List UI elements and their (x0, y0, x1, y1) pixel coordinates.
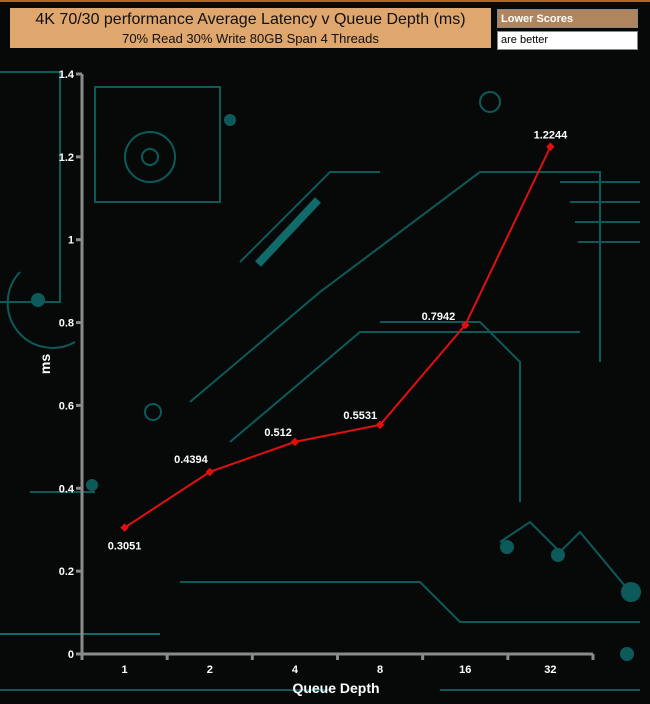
data-point (375, 420, 385, 430)
y-tick-labels: 0 0.2 0.4 0.6 0.8 1 1.2 1.4 (59, 69, 75, 661)
chart-subtitle: 70% Read 30% Write 80GB Span 4 Threads (122, 31, 379, 46)
data-point (205, 467, 214, 477)
legend-note-line1: Lower Scores (497, 9, 638, 28)
data-point (461, 320, 470, 330)
data-label: 1.2244 (534, 130, 569, 142)
data-point (290, 437, 300, 447)
x-tick-labels: 1 2 4 8 16 32 (122, 664, 557, 676)
x-axis-label: Queue Depth (292, 680, 379, 696)
legend-note-line2: are better (497, 31, 638, 50)
y-tick-label: 0.2 (59, 566, 74, 578)
x-tick-label: 8 (377, 664, 383, 676)
x-tick-label: 1 (122, 664, 128, 676)
data-label: 0.5531 (343, 410, 377, 422)
y-axis-label: ms (37, 354, 53, 374)
data-label: 0.4394 (174, 454, 209, 466)
y-tick-label: 0 (68, 649, 74, 661)
data-point (546, 142, 555, 151)
y-tick-label: 1 (68, 235, 74, 247)
data-label: 0.7942 (422, 311, 456, 323)
title-box: 4K 70/30 performance Average Latency v Q… (10, 8, 491, 48)
series-line (124, 146, 552, 529)
x-tick-label: 2 (207, 664, 213, 676)
x-tick-label: 16 (459, 664, 471, 676)
y-tick-label: 0.8 (59, 318, 74, 330)
series-latency: 0.3051 0.4394 0.512 0.5531 0.7942 1.2244 (108, 130, 568, 553)
y-tick-label: 0.4 (59, 483, 75, 495)
y-tick-label: 1.4 (59, 69, 75, 81)
y-tick-label: 1.2 (59, 152, 74, 164)
x-tick-label: 32 (544, 664, 556, 676)
data-label: 0.512 (264, 427, 292, 439)
chart-title: 4K 70/30 performance Average Latency v Q… (35, 11, 466, 28)
data-label: 0.3051 (108, 541, 142, 553)
axes (76, 72, 595, 660)
x-tick-label: 4 (292, 664, 299, 676)
circuit-background (0, 71, 641, 691)
y-tick-label: 0.6 (59, 400, 74, 412)
